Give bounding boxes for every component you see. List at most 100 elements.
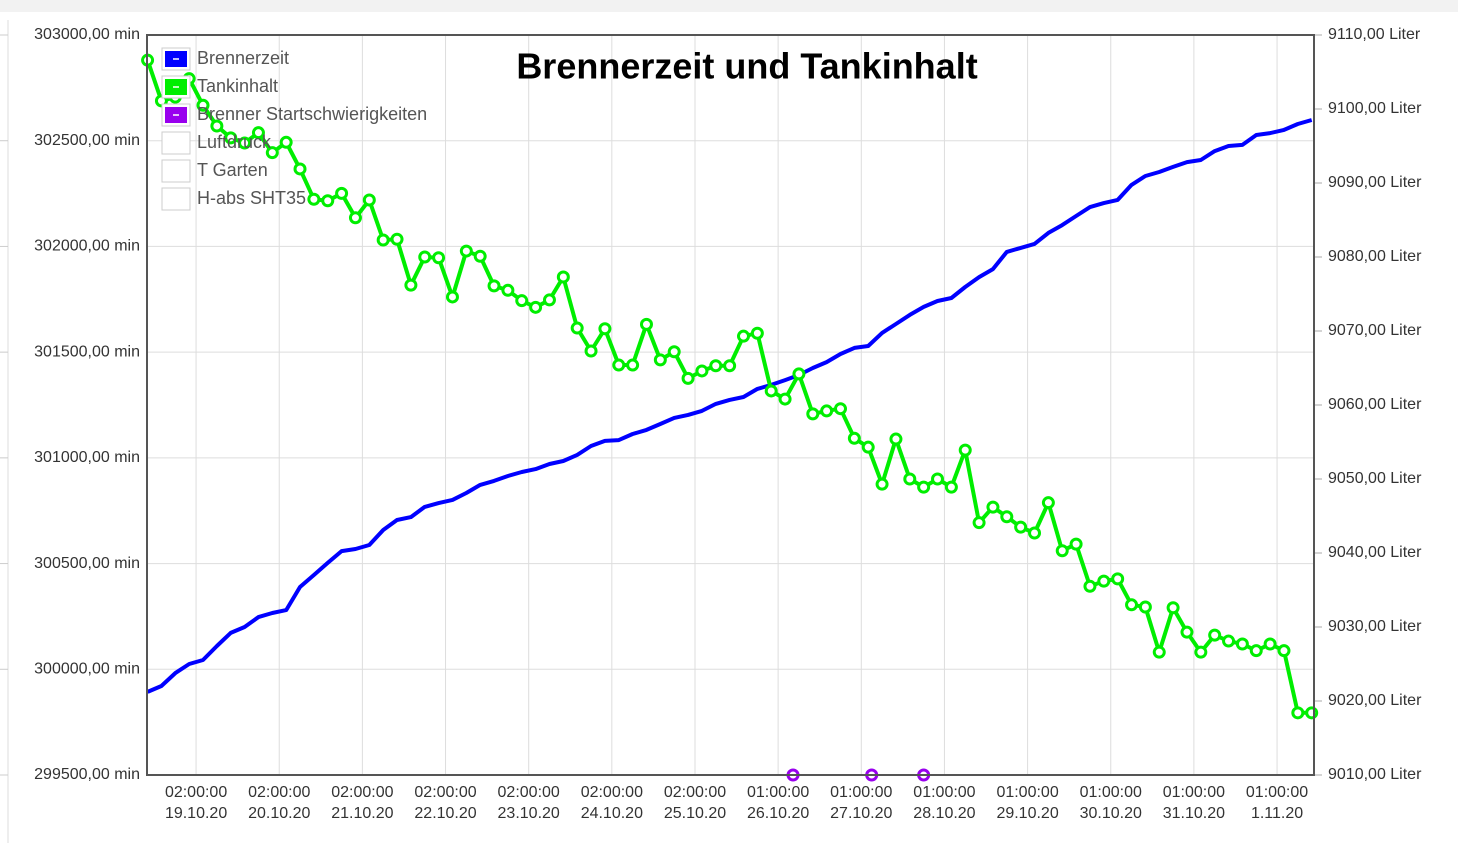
data-point	[750, 326, 764, 340]
data-point	[1138, 600, 1152, 614]
data-point	[695, 364, 709, 378]
x-tick-label: 01:00:00	[1080, 784, 1142, 801]
data-point	[1166, 601, 1180, 615]
top-bar	[0, 0, 1458, 12]
data-point	[639, 317, 653, 331]
data-point	[1055, 544, 1069, 558]
data-point	[265, 146, 279, 160]
data-point	[376, 233, 390, 247]
data-point	[653, 353, 667, 367]
data-point	[404, 278, 418, 292]
y-tick-label: 299500,00 min	[34, 766, 140, 783]
data-point	[944, 480, 958, 494]
x-tick-label: 25.10.20	[664, 805, 726, 822]
data-point	[1208, 628, 1222, 642]
data-point	[1041, 496, 1055, 510]
x-tick-label: 01:00:00	[996, 784, 1058, 801]
data-point	[723, 359, 737, 373]
x-tick-label: 22.10.20	[414, 805, 476, 822]
data-point	[1180, 625, 1194, 639]
data-point	[681, 371, 695, 385]
data-point	[1111, 572, 1125, 586]
y2-tick-label: 9060,00 Liter	[1328, 396, 1422, 413]
data-point	[210, 119, 224, 133]
data-point	[473, 249, 487, 263]
data-point	[958, 443, 972, 457]
y2-tick-label: 9090,00 Liter	[1328, 174, 1422, 191]
y2-tick-label: 9020,00 Liter	[1328, 692, 1422, 709]
x-tick-label: 01:00:00	[913, 784, 975, 801]
x-tick-label: 24.10.20	[581, 805, 643, 822]
y2-tick-label: 9100,00 Liter	[1328, 100, 1422, 117]
data-point	[736, 329, 750, 343]
y2-tick-label: 9030,00 Liter	[1328, 618, 1422, 635]
data-point	[1249, 644, 1263, 658]
y-tick-label: 301000,00 min	[34, 449, 140, 466]
data-point	[917, 480, 931, 494]
chart-title: Brennerzeit und Tankinhalt	[516, 46, 977, 87]
x-tick-label: 01:00:00	[1246, 784, 1308, 801]
data-point	[570, 321, 584, 335]
data-point	[861, 440, 875, 454]
legend-label[interactable]: Brenner Startschwierigkeiten	[197, 104, 427, 124]
data-point	[667, 345, 681, 359]
x-tick-label: 26.10.20	[747, 805, 809, 822]
data-point	[778, 392, 792, 406]
data-point	[875, 477, 889, 491]
data-point	[972, 516, 986, 530]
data-point	[279, 135, 293, 149]
data-point	[834, 402, 848, 416]
data-point	[390, 232, 404, 246]
legend-label[interactable]: Luftdruck	[197, 132, 272, 152]
data-point	[487, 279, 501, 293]
y-tick-label: 302000,00 min	[34, 238, 140, 255]
data-point	[1222, 634, 1236, 648]
data-point	[806, 407, 820, 421]
data-point	[1291, 706, 1305, 720]
legend-label[interactable]: H-abs SHT35	[197, 188, 306, 208]
data-point	[238, 136, 252, 150]
legend-label[interactable]: Tankinhalt	[197, 76, 278, 96]
x-tick-label: 23.10.20	[498, 805, 560, 822]
data-point	[321, 194, 335, 208]
legend-label[interactable]: Brennerzeit	[197, 48, 289, 68]
data-point	[251, 126, 265, 140]
x-tick-label: 02:00:00	[414, 784, 476, 801]
data-point	[903, 472, 917, 486]
data-point	[348, 211, 362, 225]
legend-box[interactable]	[161, 187, 191, 211]
x-tick-label: 01:00:00	[830, 784, 892, 801]
data-point	[931, 472, 945, 486]
y2-tick-label: 9050,00 Liter	[1328, 470, 1422, 487]
data-point	[515, 294, 529, 308]
x-tick-label: 01:00:00	[1163, 784, 1225, 801]
data-point	[1014, 520, 1028, 534]
data-point	[1125, 598, 1139, 612]
series-line	[146, 118, 1313, 694]
data-point	[820, 404, 834, 418]
data-point	[362, 193, 376, 207]
x-tick-label: 02:00:00	[498, 784, 560, 801]
legend-box[interactable]	[161, 131, 191, 155]
data-point	[1000, 510, 1014, 524]
data-point	[542, 293, 556, 307]
data-point	[1194, 645, 1208, 659]
data-point	[764, 384, 778, 398]
x-tick-label: 28.10.20	[913, 805, 975, 822]
x-tick-label: 01:00:00	[747, 784, 809, 801]
x-tick-label: 02:00:00	[331, 784, 393, 801]
data-point	[1152, 645, 1166, 659]
data-point	[792, 367, 806, 381]
series-line	[145, 59, 1312, 715]
data-point	[1305, 706, 1319, 720]
legend-label[interactable]: T Garten	[197, 160, 268, 180]
x-tick-label: 19.10.20	[165, 805, 227, 822]
data-point	[445, 290, 459, 304]
data-point	[626, 358, 640, 372]
x-tick-label: 21.10.20	[331, 805, 393, 822]
legend-box[interactable]	[161, 159, 191, 183]
y2-tick-label: 9040,00 Liter	[1328, 544, 1422, 561]
x-tick-label: 29.10.20	[996, 805, 1058, 822]
y-tick-label: 300000,00 min	[34, 661, 140, 678]
